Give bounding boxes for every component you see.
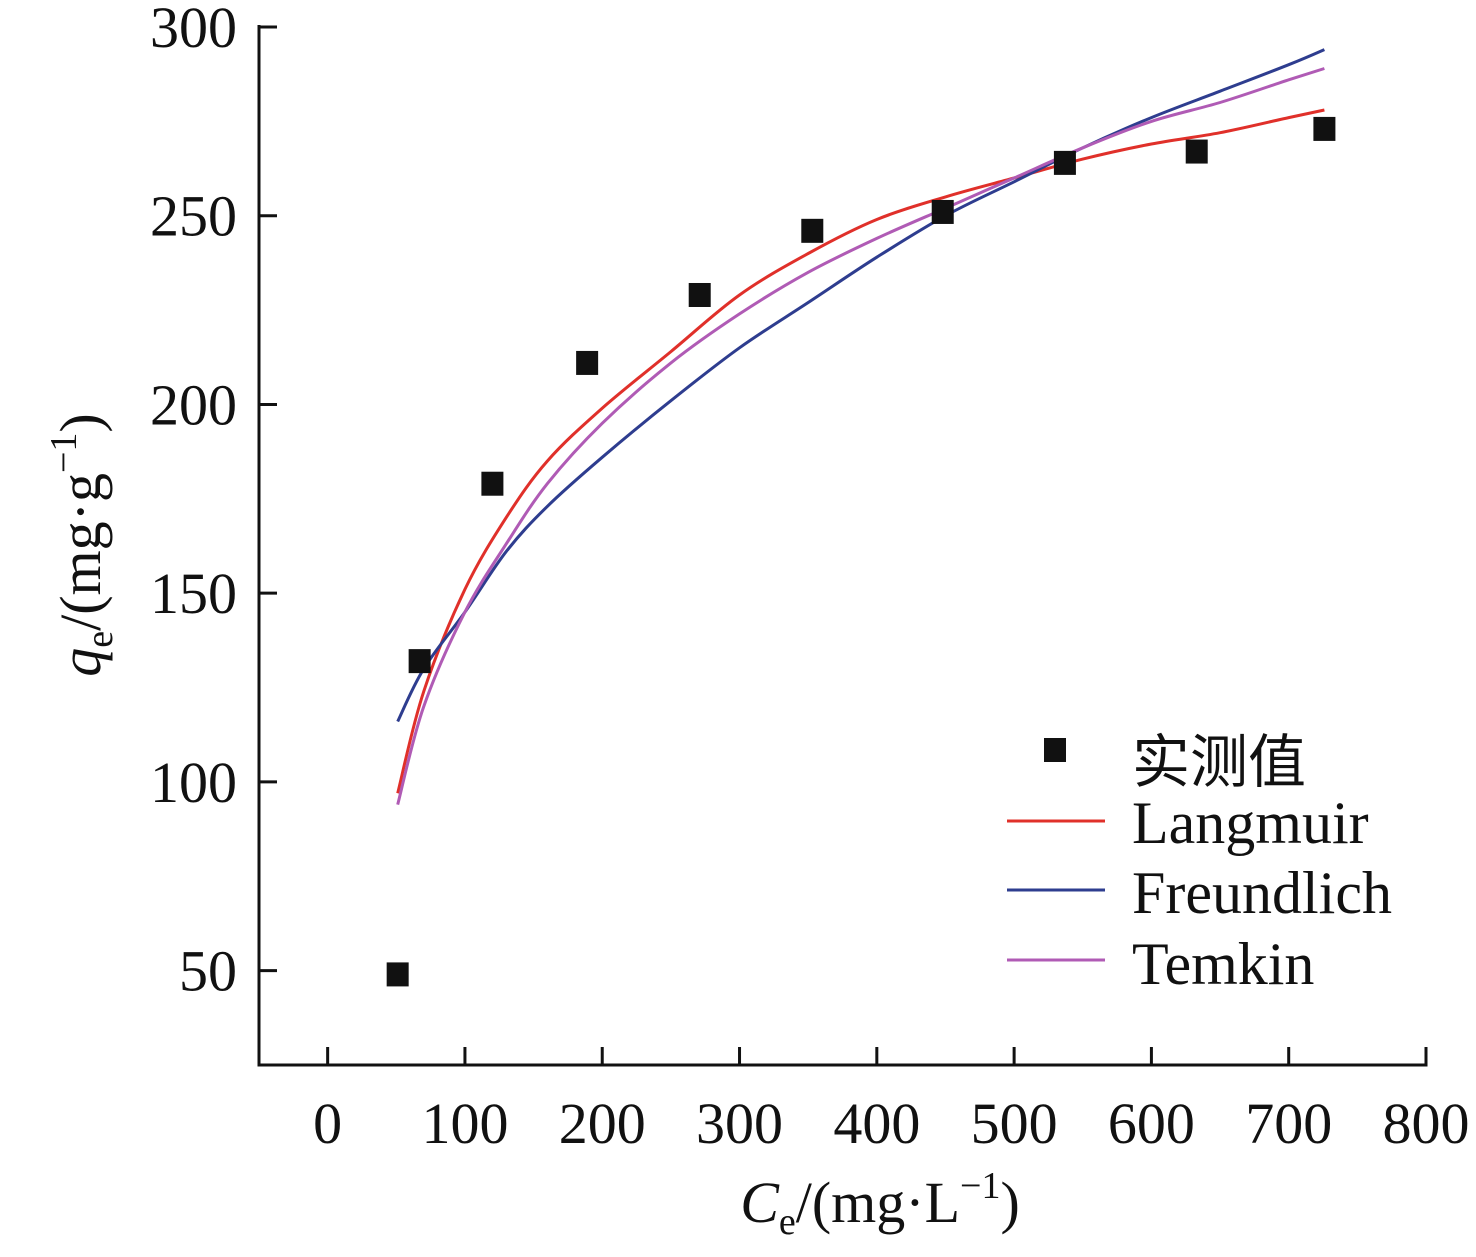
data-point [386,962,409,987]
x-axis-title: Ce/(mg·L−1) [740,1165,1020,1243]
x-tick-label: 800 [1383,1091,1470,1156]
x-tick-label: 0 [313,1091,342,1156]
y-tick-label: 100 [150,750,237,815]
y-tick-label: 300 [150,0,237,60]
data-point [1185,139,1208,164]
y-tick-label: 200 [150,372,237,437]
x-tick-label: 200 [559,1091,646,1156]
data-point [408,649,431,674]
plot-points [386,116,1336,987]
legend-marker-measured [1044,738,1066,762]
data-point [481,471,504,496]
data-point [576,350,599,375]
legend-label-freundlich: Freundlich [1132,860,1392,926]
curve-temkin [396,67,1325,805]
ticks: 0 100 200 300 400 500 600 700 800 50 100 150 200 250 3… [150,0,1470,1156]
data-point [1313,116,1336,141]
axes [257,25,1428,1067]
y-tick-label: 50 [179,939,237,1004]
x-tick-label: 300 [696,1091,783,1156]
x-tick-label: 600 [1108,1091,1195,1156]
legend-label-measured: 实测值 [1132,728,1306,796]
data-point [801,218,824,243]
curve-freundlich [396,48,1326,723]
x-tick-label: 100 [421,1091,508,1156]
curve-langmuir [396,108,1325,794]
plot-lines [396,48,1326,805]
x-tick-label: 500 [971,1091,1058,1156]
y-tick-label: 250 [150,184,237,249]
y-tick-label: 150 [150,561,237,626]
data-point [688,282,711,307]
y-axis-title: qe/(mg·g−1) [43,413,121,677]
legend-label-langmuir: Langmuir [1132,790,1369,856]
legend-label-temkin: Temkin [1132,931,1314,997]
x-tick-label: 400 [833,1091,920,1156]
data-point [931,199,954,224]
data-point [1053,150,1076,175]
legend: 实测值 Langmuir Freundlich Temkin [1007,728,1392,997]
x-tick-label: 700 [1245,1091,1332,1156]
